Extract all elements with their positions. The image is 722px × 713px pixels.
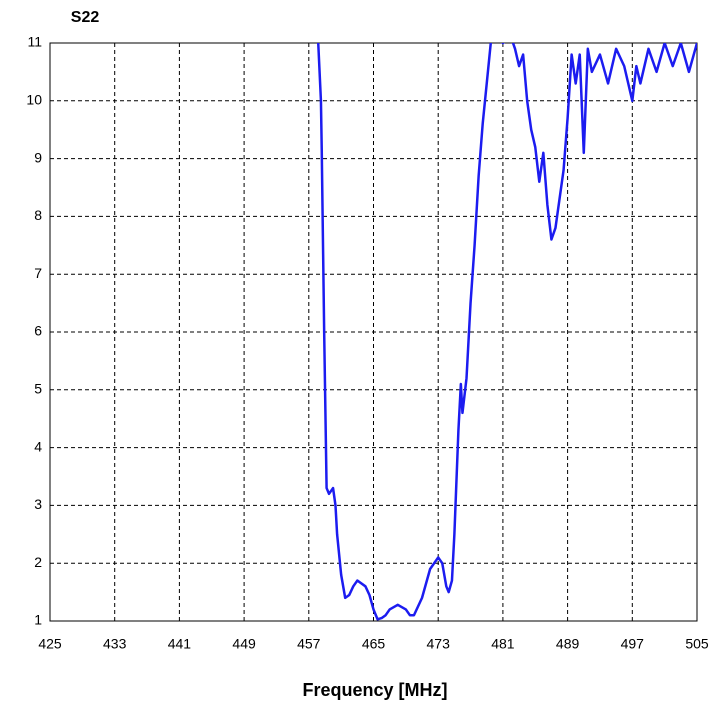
y-tick-label: 6 <box>34 323 42 339</box>
y-tick-label: 2 <box>34 554 42 570</box>
y-tick-label: 1 <box>34 612 42 628</box>
x-tick-label: 425 <box>38 636 62 652</box>
x-tick-label: 441 <box>168 636 192 652</box>
data-line <box>316 43 697 621</box>
y-tick-label: 7 <box>34 265 42 281</box>
x-tick-label: 457 <box>297 636 321 652</box>
x-tick-label: 497 <box>621 636 645 652</box>
y-tick-label: 11 <box>27 34 42 50</box>
y-tick-label: 5 <box>34 381 42 397</box>
x-tick-label: 473 <box>427 636 451 652</box>
x-tick-label: 489 <box>556 636 580 652</box>
x-tick-label: 481 <box>491 636 515 652</box>
y-tick-label: 4 <box>34 438 42 454</box>
y-tick-label: 3 <box>34 496 42 512</box>
chart-title: S22 <box>71 9 100 26</box>
x-tick-label: 465 <box>362 636 386 652</box>
y-tick-label: 10 <box>26 92 42 108</box>
x-axis-label: Frequency [MHz] <box>302 680 447 700</box>
x-tick-label: 433 <box>103 636 127 652</box>
y-tick-label: 9 <box>34 149 42 165</box>
x-tick-label: 505 <box>685 636 709 652</box>
y-tick-label: 8 <box>34 207 42 223</box>
x-tick-label: 449 <box>232 636 256 652</box>
